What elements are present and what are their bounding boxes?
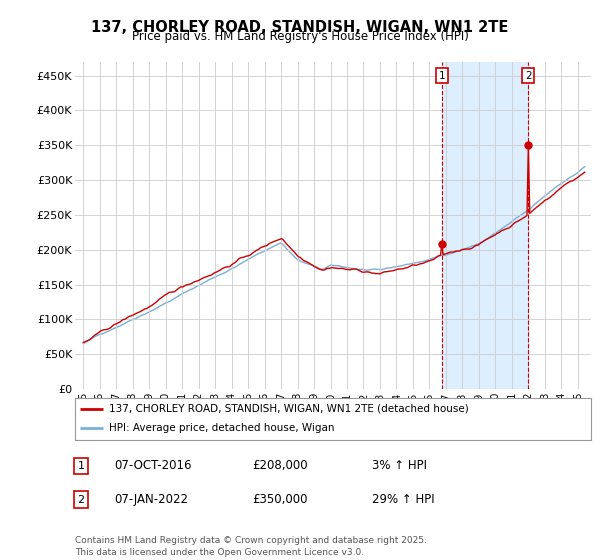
Text: 2: 2	[77, 494, 85, 505]
Text: £208,000: £208,000	[252, 459, 308, 473]
Text: £350,000: £350,000	[252, 493, 308, 506]
Text: 07-JAN-2022: 07-JAN-2022	[114, 493, 188, 506]
Text: 29% ↑ HPI: 29% ↑ HPI	[372, 493, 434, 506]
Text: 137, CHORLEY ROAD, STANDISH, WIGAN, WN1 2TE: 137, CHORLEY ROAD, STANDISH, WIGAN, WN1 …	[91, 20, 509, 35]
Text: 3% ↑ HPI: 3% ↑ HPI	[372, 459, 427, 473]
Text: 137, CHORLEY ROAD, STANDISH, WIGAN, WN1 2TE (detached house): 137, CHORLEY ROAD, STANDISH, WIGAN, WN1 …	[109, 404, 468, 414]
Bar	[442, 62, 529, 389]
Text: 1: 1	[439, 71, 445, 81]
Text: 07-OCT-2016: 07-OCT-2016	[114, 459, 191, 473]
Text: Price paid vs. HM Land Registry's House Price Index (HPI): Price paid vs. HM Land Registry's House …	[131, 30, 469, 43]
Text: 2: 2	[525, 71, 532, 81]
Text: Contains HM Land Registry data © Crown copyright and database right 2025.
This d: Contains HM Land Registry data © Crown c…	[75, 536, 427, 557]
Text: 1: 1	[77, 461, 85, 471]
Text: HPI: Average price, detached house, Wigan: HPI: Average price, detached house, Wiga…	[109, 423, 334, 433]
